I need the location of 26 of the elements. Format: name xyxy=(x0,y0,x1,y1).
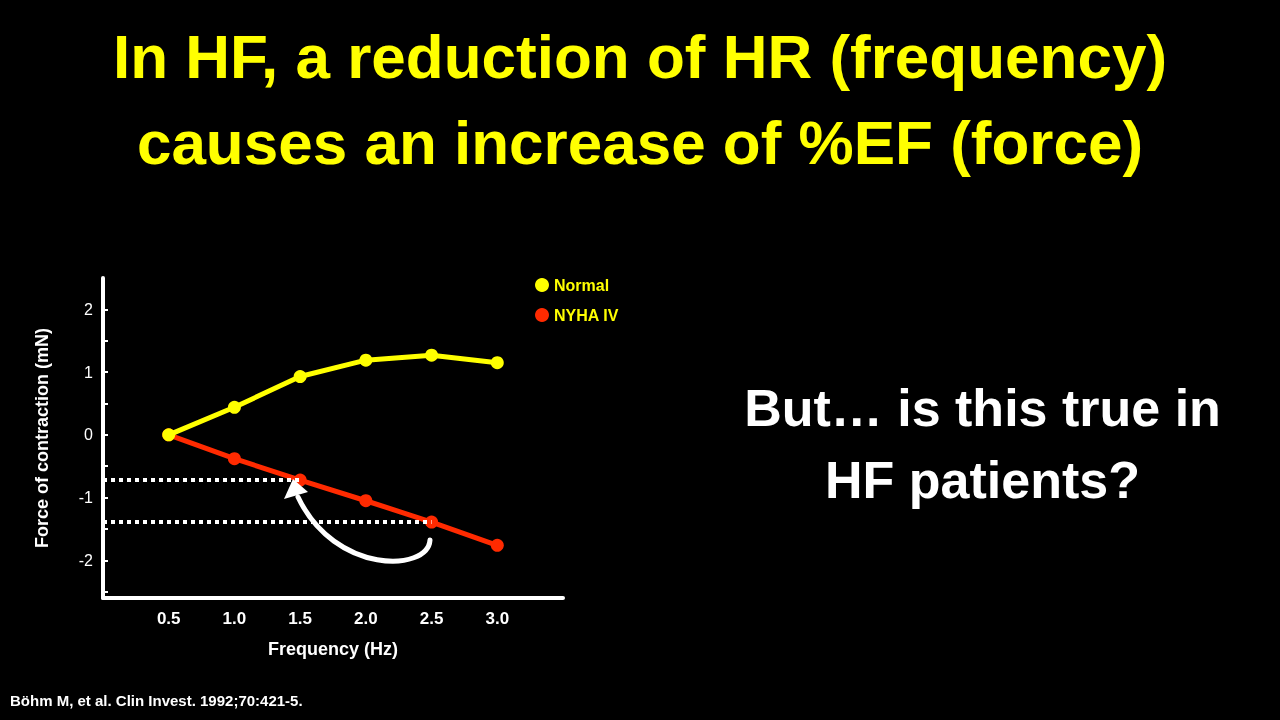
y-tick-label: -1 xyxy=(78,489,94,507)
x-tick-label: 0.5 xyxy=(156,609,181,628)
legend-label: NYHA IV xyxy=(554,306,619,324)
legend-label: Normal xyxy=(554,276,610,294)
x-tick-label: 1.0 xyxy=(222,609,247,628)
text: But… is this true in HF patients? xyxy=(743,378,1222,511)
y-axis-title: Force of contraction (mN) xyxy=(32,327,52,549)
x-tick-label: 2.0 xyxy=(354,609,378,628)
x-tick-label: 1.5 xyxy=(288,609,312,628)
point xyxy=(227,452,241,466)
chart-title: In HF, a reduction of HR (frequency) causes an increase of %EF (force) xyxy=(111,21,1169,179)
point xyxy=(359,353,373,367)
text: Böhm M, et al. Clin Invest. 1992;70:421-5. xyxy=(10,692,303,709)
point xyxy=(490,356,504,370)
point xyxy=(425,348,439,362)
x-tick-label: 2.5 xyxy=(419,609,444,628)
point xyxy=(359,494,373,508)
x-tick-label: 3.0 xyxy=(485,609,510,628)
point xyxy=(227,400,241,414)
point xyxy=(490,538,504,552)
point xyxy=(293,370,307,384)
y-tick-label: 1 xyxy=(84,363,94,381)
y-tick-label: 0 xyxy=(84,426,94,444)
y-tick-label: -2 xyxy=(78,551,94,569)
x-axis-title: Frequency (Hz) xyxy=(267,639,399,659)
y-tick-label: 2 xyxy=(84,300,94,318)
